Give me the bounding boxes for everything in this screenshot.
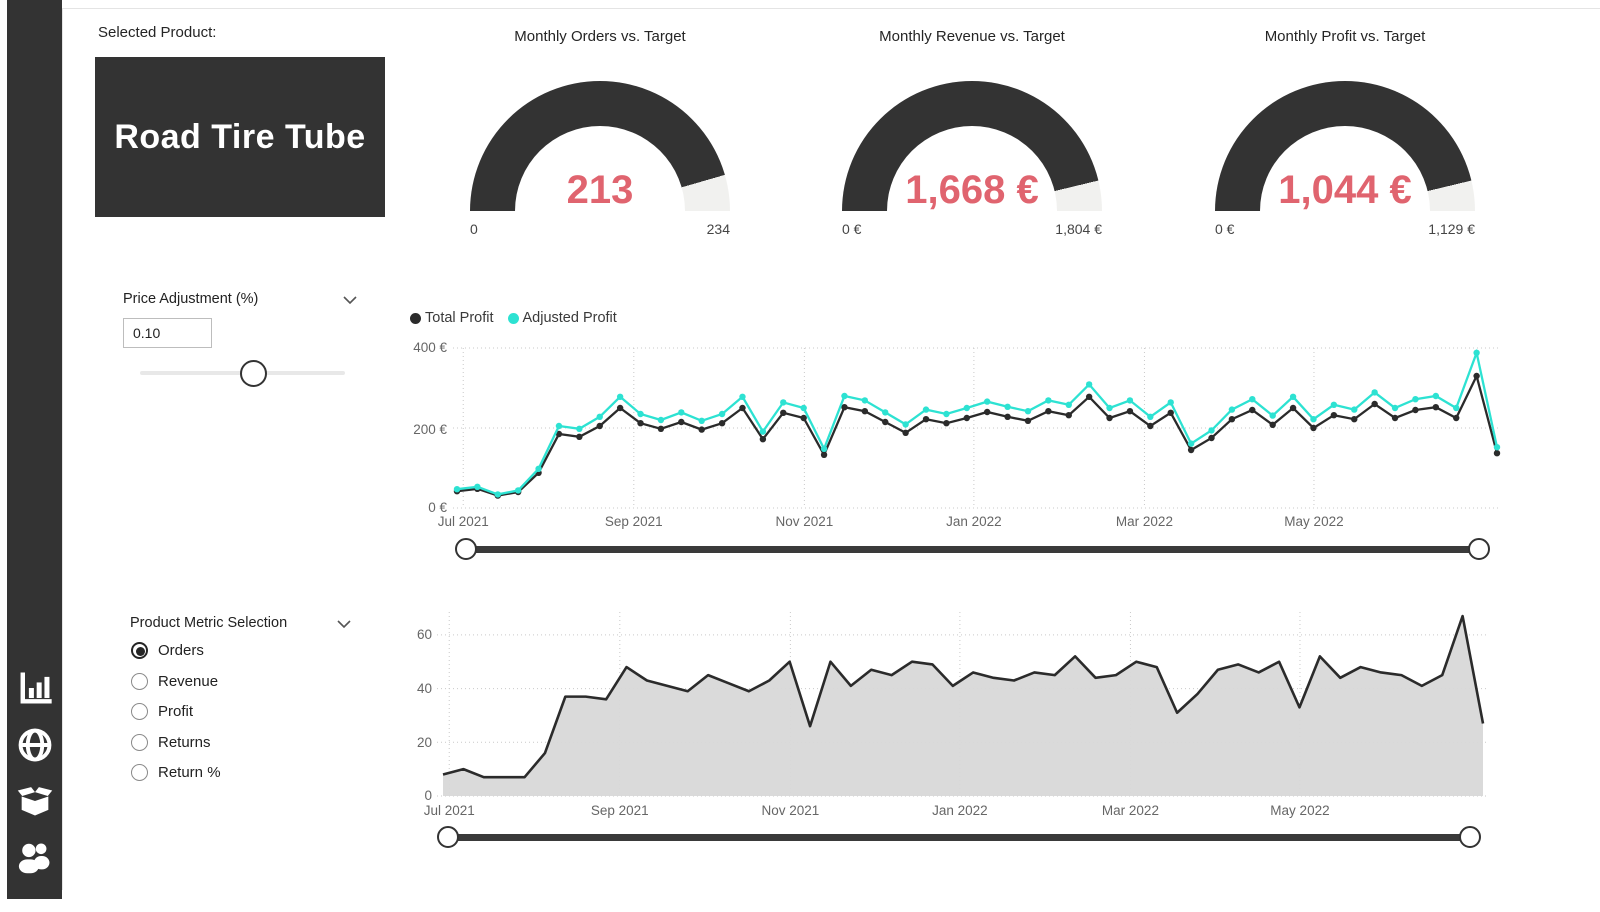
gauge-profit-title: Monthly Profit vs. Target <box>1264 28 1426 45</box>
line-chart-legend: Total Profit Adjusted Profit <box>410 310 617 326</box>
people-icon[interactable] <box>15 836 55 876</box>
area-xtick-jul2021: Jul 2021 <box>423 803 475 818</box>
area-chart-range-slider <box>437 826 1481 850</box>
gauge-profit: Monthly Profit vs. Target 1,044 € 0 € 1,… <box>1215 28 1475 237</box>
radio-revenue-label: Revenue <box>158 673 219 690</box>
legend-adjusted-profit[interactable]: Adjusted Profit <box>507 310 617 326</box>
range-track[interactable] <box>465 546 1483 553</box>
sidebar <box>7 0 62 899</box>
legend-dot-adjusted-profit <box>507 312 519 324</box>
line-chart-range-slider <box>455 538 1493 562</box>
area-ytick-0: 0 <box>424 788 432 803</box>
bar-chart-icon[interactable] <box>15 668 55 708</box>
range-handle-start[interactable] <box>455 538 477 560</box>
radio-profit[interactable]: Profit <box>131 703 193 720</box>
radio-orders[interactable]: Orders <box>131 642 204 659</box>
range-handle-end[interactable] <box>1468 538 1490 560</box>
radio-profit-label: Profit <box>158 703 194 720</box>
gauge-orders: Monthly Orders vs. Target 213 0 234 <box>470 28 730 237</box>
gauge-profit-arc: 1,044 € <box>1215 81 1475 213</box>
legend-label-total-profit: Total Profit <box>425 310 494 326</box>
line-xtick-mar2022: Mar 2022 <box>1115 514 1173 529</box>
price-adjustment-input[interactable] <box>123 318 212 348</box>
package-icon[interactable] <box>15 781 55 821</box>
radio-circle[interactable] <box>131 764 148 781</box>
radio-circle[interactable] <box>131 734 148 751</box>
line-xtick-jan2022: Jan 2022 <box>946 514 1002 529</box>
area-xtick-nov2021: Nov 2021 <box>761 803 820 818</box>
selected-product-label: Selected Product: <box>98 24 217 41</box>
area-xtick-mar2022: Mar 2022 <box>1101 803 1159 818</box>
line-ytick-400: 400 € <box>413 340 447 355</box>
globe-icon[interactable] <box>15 725 55 765</box>
gauge-revenue-max: 1,804 € <box>1055 221 1102 237</box>
line-xtick-may2022: May 2022 <box>1284 514 1344 529</box>
radio-revenue[interactable]: Revenue <box>131 673 218 690</box>
radio-orders-label: Orders <box>158 642 204 659</box>
chevron-down-icon[interactable] <box>336 616 352 634</box>
legend-dot-total-profit <box>410 312 421 324</box>
legend-label-adjusted-profit: Adjusted Profit <box>522 310 617 326</box>
left-divider <box>62 8 63 890</box>
gauge-revenue-title: Monthly Revenue vs. Target <box>879 28 1065 45</box>
price-adjustment-label: Price Adjustment (%) <box>123 291 259 307</box>
radio-return-pct-label: Return % <box>158 764 221 781</box>
radio-returns-label: Returns <box>158 734 211 751</box>
price-slider-handle[interactable] <box>239 360 267 387</box>
gauge-orders-min: 0 <box>470 221 478 237</box>
range-handle-end[interactable] <box>1459 826 1481 848</box>
radio-return-pct[interactable]: Return % <box>131 764 221 781</box>
profit-line-chart[interactable] <box>453 345 1501 513</box>
product-card: Road Tire Tube <box>95 57 385 217</box>
radio-returns[interactable]: Returns <box>131 734 211 751</box>
gauge-revenue: Monthly Revenue vs. Target 1,668 € 0 € 1… <box>842 28 1102 237</box>
area-ytick-40: 40 <box>416 681 432 696</box>
line-ytick-200: 200 € <box>413 422 447 437</box>
line-xtick-nov2021: Nov 2021 <box>775 514 834 529</box>
area-ytick-20: 20 <box>416 735 432 750</box>
radio-circle[interactable] <box>131 703 148 720</box>
line-xtick-jul2021: Jul 2021 <box>437 514 489 529</box>
gauge-revenue-min: 0 € <box>842 221 862 237</box>
area-ytick-60: 60 <box>416 627 432 642</box>
metric-selection-label: Product Metric Selection <box>130 615 288 631</box>
area-xtick-jan2022: Jan 2022 <box>932 803 988 818</box>
line-ytick-0: 0 € <box>428 500 447 515</box>
gauge-revenue-arc: 1,668 € <box>842 81 1102 213</box>
radio-circle[interactable] <box>131 642 148 659</box>
product-name: Road Tire Tube <box>114 117 366 156</box>
range-track[interactable] <box>447 834 1471 841</box>
gauge-profit-max: 1,129 € <box>1428 221 1475 237</box>
line-xtick-sep2021: Sep 2021 <box>604 514 663 529</box>
radio-circle[interactable] <box>131 673 148 690</box>
gauge-orders-title: Monthly Orders vs. Target <box>514 28 686 45</box>
area-xtick-may2022: May 2022 <box>1270 803 1330 818</box>
top-divider <box>62 8 1600 9</box>
gauge-orders-value: 213 <box>566 168 634 212</box>
chevron-down-icon[interactable] <box>342 292 358 310</box>
gauge-orders-max: 234 <box>706 221 730 237</box>
range-handle-start[interactable] <box>437 826 459 848</box>
orders-area-chart[interactable] <box>437 600 1492 800</box>
gauge-revenue-value: 1,668 € <box>905 168 1039 212</box>
area-xtick-sep2021: Sep 2021 <box>590 803 649 818</box>
legend-total-profit[interactable]: Total Profit <box>410 310 494 326</box>
gauge-orders-arc: 213 <box>470 81 730 213</box>
gauge-profit-min: 0 € <box>1215 221 1235 237</box>
gauge-profit-value: 1,044 € <box>1278 168 1412 212</box>
